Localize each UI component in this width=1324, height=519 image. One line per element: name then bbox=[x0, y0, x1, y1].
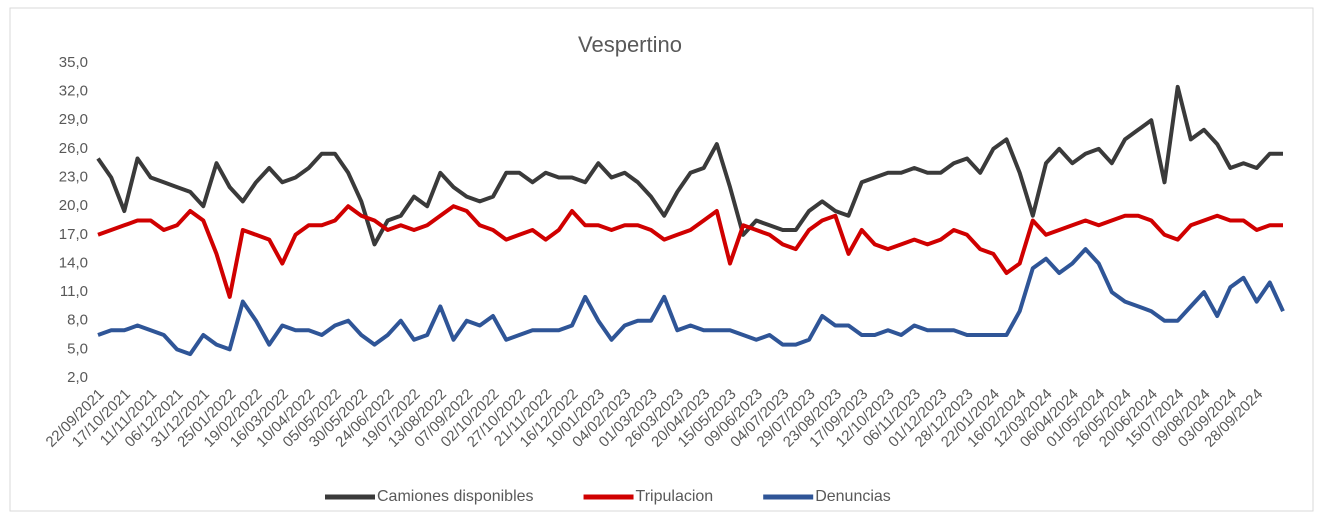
legend-label: Tripulacion bbox=[636, 488, 714, 505]
y-tick-label: 23,0 bbox=[59, 169, 88, 186]
legend-label: Camiones disponibles bbox=[377, 488, 534, 505]
y-tick-label: 5,0 bbox=[67, 340, 88, 357]
y-tick-label: 35,0 bbox=[59, 54, 88, 71]
y-tick-label: 32,0 bbox=[59, 83, 88, 100]
y-tick-label: 8,0 bbox=[67, 312, 88, 329]
series-line bbox=[97, 204, 1283, 299]
legend-label: Denuncias bbox=[815, 488, 891, 505]
y-tick-label: 11,0 bbox=[60, 283, 88, 300]
y-tick-label: 29,0 bbox=[59, 111, 88, 128]
y-tick-label: 17,0 bbox=[59, 226, 88, 243]
series-line bbox=[97, 247, 1285, 357]
series-line bbox=[96, 84, 1283, 247]
y-tick-label: 26,0 bbox=[59, 140, 88, 157]
chart-title: Vespertino bbox=[578, 32, 682, 57]
y-tick-label: 14,0 bbox=[59, 254, 88, 271]
y-tick-label: 2,0 bbox=[67, 369, 88, 386]
y-tick-label: 20,0 bbox=[59, 197, 88, 214]
